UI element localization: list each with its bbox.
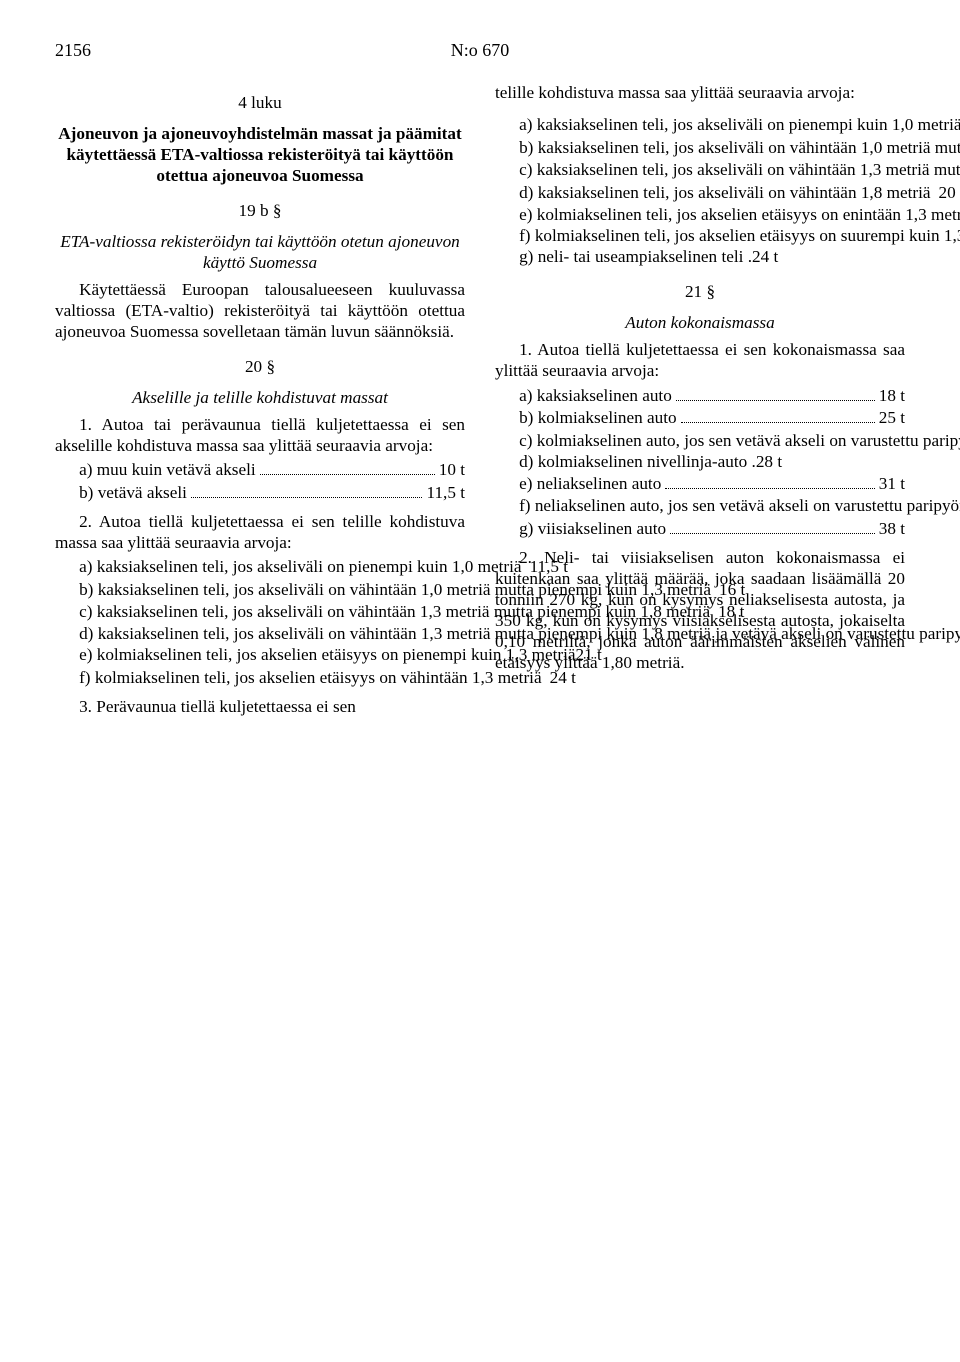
page: 2156 N:o 670 4 luku Ajoneuvon ja ajoneuv…	[0, 0, 960, 1362]
section-19b-title: ETA-valtiossa rekisteröidyn tai käyttöön…	[55, 232, 465, 274]
item-value: 24 t	[752, 247, 778, 268]
list-item: a) kaksiakselinen auto 18 t	[495, 384, 905, 406]
chapter-label: 4 luku	[55, 93, 465, 114]
list-item: b) vetävä akseli 11,5 t	[55, 481, 465, 503]
item-label: f) neliakselinen auto, jos sen vetävä ak…	[495, 496, 960, 517]
item-value: 25 t	[879, 408, 905, 429]
list-item: e) neliakselinen auto 31 t	[495, 473, 905, 495]
s20-p3-continued: telille kohdistuva massa saa ylittää seu…	[495, 83, 905, 104]
list-item: d) kolmiakselinen nivellinja-auto . 28 t	[495, 452, 905, 473]
list-item: b) kaksiakselinen teli, jos akseliväli o…	[495, 136, 905, 158]
page-header: 2156 N:o 670	[55, 40, 905, 61]
item-label: a) kaksiakselinen teli, jos akseliväli o…	[495, 115, 960, 136]
list-item: a) muu kuin vetävä akseli 10 t	[55, 459, 465, 481]
list-item: a) kaksiakselinen teli, jos akseliväli o…	[495, 114, 905, 136]
s21-p2: 2. Neli- tai viisiakselisen auton kokona…	[495, 548, 905, 674]
leader-dots	[260, 459, 435, 475]
leader-dots	[191, 481, 423, 497]
item-label: d) kolmiakselinen nivellinja-auto .	[495, 452, 756, 473]
two-column-body: 4 luku Ajoneuvon ja ajoneuvoyhdistelmän …	[55, 83, 905, 720]
item-label: b) vetävä akseli	[55, 483, 187, 504]
list-item: f) kolmiakselinen teli, jos akselien etä…	[495, 226, 905, 247]
list-item: f) neliakselinen auto, jos sen vetävä ak…	[495, 495, 905, 517]
list-item: c) kolmiakselinen auto, jos sen vetävä a…	[495, 429, 905, 451]
item-label: f) kolmiakselinen teli, jos akselien etä…	[55, 668, 542, 689]
item-label: f) kolmiakselinen teli, jos akselien etä…	[495, 226, 960, 247]
item-label: a) kaksiakselinen auto	[495, 386, 672, 407]
list-item: d) kaksiakselinen teli, jos akseliväli o…	[495, 181, 905, 203]
leader-dots	[681, 407, 875, 423]
s20-p1-intro: 1. Autoa tai perävaunua tiellä kuljetett…	[55, 415, 465, 457]
item-label: c) kolmiakselinen auto, jos sen vetävä a…	[495, 431, 960, 452]
leader-dots	[665, 473, 874, 489]
item-label: b) kolmiakselinen auto	[495, 408, 677, 429]
list-item: a) kaksiakselinen teli, jos akseliväli o…	[55, 556, 465, 578]
item-label: g) viisiakselinen auto	[495, 519, 666, 540]
s20-p2-list: a) kaksiakselinen teli, jos akseliväli o…	[55, 556, 465, 689]
item-label: a) muu kuin vetävä akseli	[55, 460, 256, 481]
item-value: 28 t	[756, 452, 782, 473]
item-value: 18 t	[879, 386, 905, 407]
item-label: c) kaksiakselinen teli, jos akseliväli o…	[495, 160, 960, 181]
item-value: 31 t	[879, 474, 905, 495]
section-20-title: Akselille ja telille kohdistuvat massat	[55, 388, 465, 409]
item-label: e) kolmiakselinen teli, jos akselien etä…	[495, 205, 960, 226]
list-item: f) kolmiakselinen teli, jos akselien etä…	[55, 666, 465, 688]
section-20-number: 20 §	[55, 357, 465, 378]
list-item: d) kaksiakselinen teli, jos akseliväli o…	[55, 623, 465, 645]
item-label: a) kaksiakselinen teli, jos akseliväli o…	[55, 557, 522, 578]
s20-p2-intro: 2. Autoa tiellä kuljetettaessa ei sen te…	[55, 512, 465, 554]
chapter-heading: Ajoneuvon ja ajoneuvoyhdistelmän massat …	[55, 124, 465, 187]
section-19b-paragraph: Käytettäessä Euroopan talousalueeseen ku…	[55, 280, 465, 343]
leader-dots	[670, 517, 875, 533]
section-19b-number: 19 b §	[55, 201, 465, 222]
s21-p1-intro: 1. Autoa tiellä kuljetettaessa ei sen ko…	[495, 340, 905, 382]
item-label: d) kaksiakselinen teli, jos akseliväli o…	[495, 183, 931, 204]
s20-p1-list: a) muu kuin vetävä akseli 10 t b) vetävä…	[55, 459, 465, 504]
list-item: e) kolmiakselinen teli, jos akselien etä…	[495, 204, 905, 226]
right-column: telille kohdistuva massa saa ylittää seu…	[495, 83, 905, 720]
item-label: g) neli- tai useampiakselinen teli .	[495, 247, 752, 268]
item-label: b) kaksiakselinen teli, jos akseliväli o…	[495, 138, 960, 159]
item-value: 38 t	[879, 519, 905, 540]
document-number: N:o 670	[115, 40, 905, 61]
list-item: g) viisiakselinen auto 38 t	[495, 517, 905, 539]
item-value: 20 t	[939, 183, 960, 204]
list-item: g) neli- tai useampiakselinen teli . 24 …	[495, 247, 905, 268]
list-item: c) kaksiakselinen teli, jos akseliväli o…	[495, 159, 905, 181]
list-item: e) kolmiakselinen teli, jos akselien etä…	[55, 645, 465, 666]
item-label: e) neliakselinen auto	[495, 474, 661, 495]
section-21-number: 21 §	[495, 282, 905, 303]
list-item: b) kaksiakselinen teli, jos akseliväli o…	[55, 578, 465, 600]
s21-p1-list: a) kaksiakselinen auto 18 t b) kolmiakse…	[495, 384, 905, 540]
page-number: 2156	[55, 40, 115, 61]
list-item: c) kaksiakselinen teli, jos akseliväli o…	[55, 601, 465, 623]
list-item: b) kolmiakselinen auto 25 t	[495, 407, 905, 429]
item-value: 11,5 t	[426, 483, 465, 504]
item-value: 10 t	[439, 460, 465, 481]
left-column: 4 luku Ajoneuvon ja ajoneuvoyhdistelmän …	[55, 83, 465, 720]
s20-p3-start: 3. Perävaunua tiellä kuljetettaessa ei s…	[55, 697, 465, 718]
section-21-title: Auton kokonaismassa	[495, 313, 905, 334]
leader-dots	[676, 384, 875, 400]
s20-p3-list: a) kaksiakselinen teli, jos akseliväli o…	[495, 114, 905, 268]
